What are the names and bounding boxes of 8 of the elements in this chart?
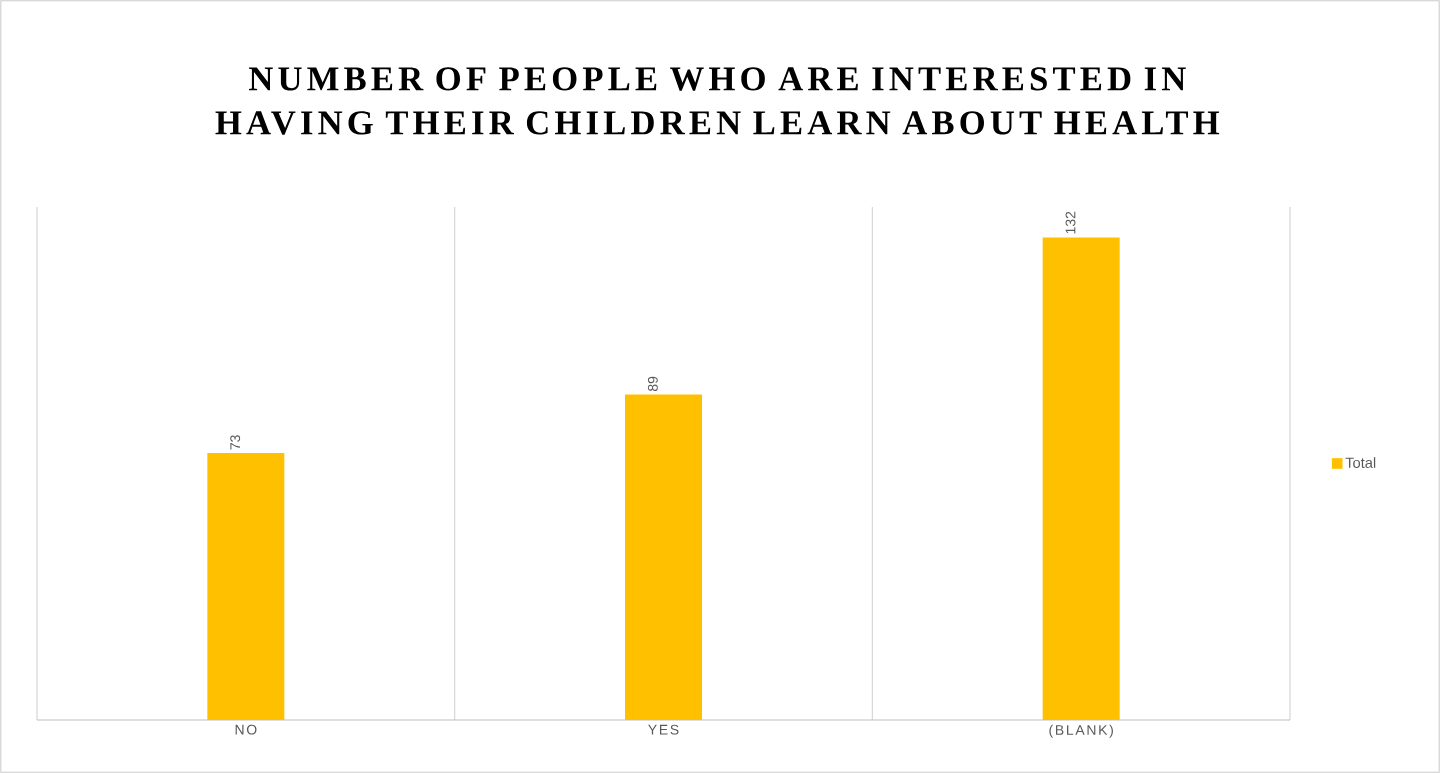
x-tick-label: (BLANK) — [1049, 724, 1113, 738]
data-label: 89 — [647, 376, 658, 392]
legend-label: Total — [1345, 457, 1376, 468]
x-tick-label: NO — [235, 724, 257, 735]
data-label: 73 — [230, 435, 241, 450]
x-tick-label: YES — [648, 724, 679, 735]
data-label: 132 — [1065, 211, 1076, 234]
chart-title: NUMBER OF PEOPLE WHO ARE INTERESTED IN HAVING THEIR CHILDREN LEARN ABOUT HEALTH — [215, 67, 1220, 135]
